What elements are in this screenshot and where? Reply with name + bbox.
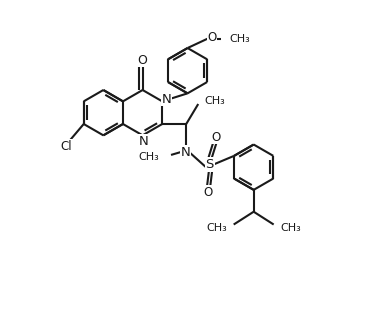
- Text: CH₃: CH₃: [280, 223, 301, 233]
- Text: O: O: [204, 186, 213, 199]
- Text: N: N: [139, 135, 149, 148]
- Text: S: S: [206, 158, 214, 171]
- Text: O: O: [138, 54, 147, 67]
- Text: O: O: [212, 131, 221, 144]
- Text: O: O: [207, 31, 217, 44]
- Text: N: N: [162, 93, 171, 106]
- Text: CH₃: CH₃: [204, 96, 225, 106]
- Text: CH₃: CH₃: [229, 34, 250, 44]
- Text: Cl: Cl: [61, 140, 72, 153]
- Text: CH₃: CH₃: [139, 152, 159, 162]
- Text: N: N: [181, 145, 191, 158]
- Text: CH₃: CH₃: [206, 223, 227, 233]
